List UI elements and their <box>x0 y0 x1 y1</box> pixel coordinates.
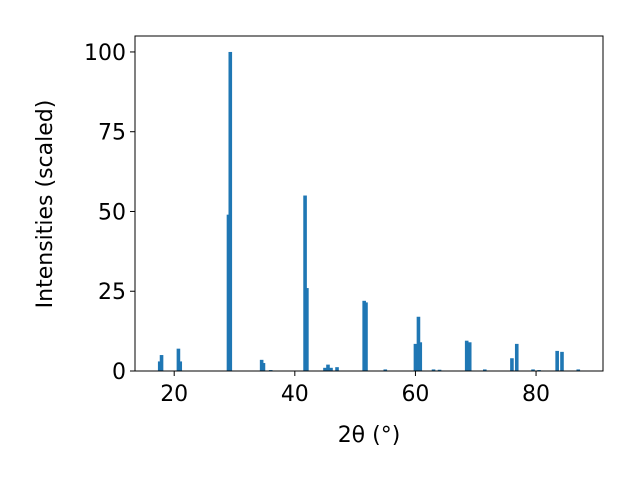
bar <box>437 369 442 371</box>
bar <box>413 343 418 371</box>
bar <box>326 364 330 371</box>
bar <box>560 351 564 371</box>
bar <box>159 355 164 371</box>
bar <box>431 369 436 371</box>
bar <box>228 51 233 371</box>
x-tick-label: 60 <box>401 382 429 407</box>
y-tick-label: 25 <box>98 280 126 305</box>
bar <box>323 367 327 371</box>
bar <box>555 350 559 371</box>
bar <box>176 348 181 371</box>
bar <box>514 343 519 371</box>
bar <box>510 358 514 371</box>
bar <box>576 369 581 371</box>
bar <box>416 316 421 371</box>
y-tick-label: 100 <box>84 41 126 66</box>
bar <box>157 361 162 371</box>
bar <box>383 369 388 371</box>
bar <box>259 359 264 371</box>
bar <box>467 342 472 371</box>
x-tick-label: 80 <box>522 382 550 407</box>
bar <box>303 195 307 371</box>
bar <box>329 367 333 371</box>
bar <box>335 367 339 371</box>
y-axis-label: Intensities (scaled) <box>33 100 58 309</box>
bar <box>482 369 487 371</box>
bar <box>464 340 469 371</box>
y-tick-label: 50 <box>98 200 126 225</box>
bar <box>261 363 266 371</box>
x-axis-label: 2θ (°) <box>338 423 401 448</box>
bar <box>362 300 366 371</box>
plot-frame <box>134 35 604 372</box>
bar <box>364 302 368 371</box>
y-tick-label: 75 <box>98 121 126 146</box>
x-tick-label: 20 <box>160 382 188 407</box>
bar <box>178 361 183 371</box>
bar <box>418 342 423 371</box>
y-tick-label: 0 <box>112 360 126 385</box>
bar <box>305 288 309 371</box>
bar <box>226 214 231 371</box>
bar <box>531 369 535 371</box>
x-tick-label: 40 <box>281 382 309 407</box>
